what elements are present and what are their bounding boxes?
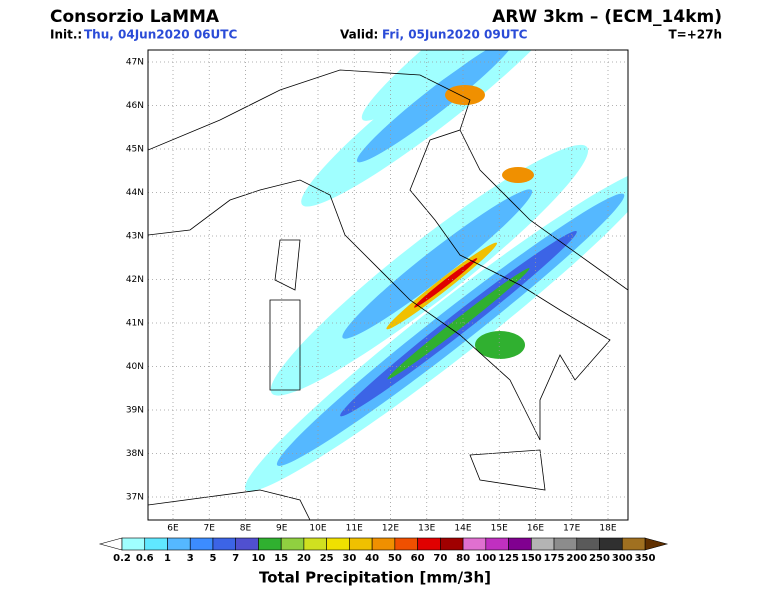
- lat-label: 45N: [126, 145, 144, 155]
- lead: T=+27h: [668, 28, 722, 42]
- lon-label: 12E: [382, 524, 399, 534]
- colorbar-box: [189, 537, 214, 551]
- model: ARW 3km – (ECM_14km): [492, 7, 722, 27]
- lat-label: 42N: [126, 275, 144, 285]
- colorbar-label: 5: [209, 553, 216, 564]
- lon-label: 17E: [563, 524, 580, 534]
- lat-label: 37N: [126, 493, 144, 503]
- colorbar-label: 80: [456, 553, 470, 564]
- colorbar-box: [621, 537, 646, 551]
- colorbar-box: [394, 537, 418, 551]
- colorbar-label: 15: [274, 553, 288, 564]
- coastline: [148, 69, 628, 520]
- lat-label: 44N: [126, 188, 144, 198]
- colorbar-label: 350: [635, 553, 656, 564]
- lon-label: 6E: [167, 524, 179, 534]
- init: Thu, 04Jun2020 06UTC: [84, 28, 237, 42]
- colorbar-label: 60: [411, 553, 425, 564]
- colorbar-label: 100: [475, 553, 496, 564]
- lon-label: 8E: [240, 524, 252, 534]
- lat-label: 46N: [126, 101, 144, 111]
- colorbar-box: [576, 537, 600, 551]
- init-label: Init.:: [50, 28, 82, 42]
- valid: Fri, 05Jun2020 09UTC: [382, 28, 528, 42]
- colorbar-box: [371, 537, 396, 551]
- colorbar-label: 150: [521, 553, 542, 564]
- precip: [244, 50, 628, 492]
- graticule: [148, 50, 628, 520]
- colorbar-box: [235, 537, 259, 551]
- colorbar-arrow: [98, 537, 123, 551]
- colorbar-label: 125: [498, 553, 519, 564]
- colorbar-box: [531, 537, 555, 551]
- lon-label: 18E: [599, 524, 616, 534]
- colorbar-label: 300: [612, 553, 633, 564]
- colorbar-box: [212, 537, 236, 551]
- colorbar-label: 20: [297, 553, 311, 564]
- lat-label: 38N: [126, 449, 144, 459]
- lon-label: 14E: [454, 524, 471, 534]
- map-frame: [147, 49, 629, 521]
- colorbar-label: 10: [251, 553, 265, 564]
- colorbar-label: 25: [320, 553, 334, 564]
- colorbar-box: [462, 537, 487, 551]
- colorbar-arrow: [644, 537, 669, 551]
- lon-label: 15E: [491, 524, 508, 534]
- lat-label: 43N: [126, 232, 144, 242]
- colorbar-box: [508, 537, 532, 551]
- colorbar-box: [553, 537, 578, 551]
- colorbar-label: 200: [566, 553, 587, 564]
- colorbar-label: 250: [589, 553, 610, 564]
- colorbar-title: Total Precipitation [mm/3h]: [259, 569, 491, 587]
- colorbar-box: [417, 537, 441, 551]
- colorbar-box: [258, 537, 282, 551]
- colorbar-box: [121, 537, 146, 551]
- lat-label: 41N: [126, 319, 144, 329]
- lon-label: 7E: [204, 524, 216, 534]
- lat-label: 47N: [126, 58, 144, 68]
- colorbar: 0.2 0.6 1 3 5 7 10 15 20 25 30 40 50 60 70 80 100 125 150 1…: [98, 537, 669, 564]
- lon-label: 13E: [418, 524, 435, 534]
- lon-label: 9E: [276, 524, 288, 534]
- lon-label: 16E: [527, 524, 544, 534]
- colorbar-box: [280, 537, 305, 551]
- colorbar-box: [167, 537, 191, 551]
- lon-label: 11E: [346, 524, 363, 534]
- colorbar-label: 1: [164, 553, 171, 564]
- valid-label: Valid:: [340, 28, 378, 42]
- colorbar-label: 30: [342, 553, 356, 564]
- colorbar-box: [440, 537, 464, 551]
- colorbar-box: [349, 537, 373, 551]
- colorbar-label: 0.6: [136, 553, 154, 564]
- colorbar-label: 175: [544, 553, 565, 564]
- colorbar-label: 0.2: [113, 553, 131, 564]
- colorbar-box: [599, 537, 623, 551]
- colorbar-box: [485, 537, 509, 551]
- title: Consorzio LaMMA: [50, 7, 220, 27]
- colorbar-label: 3: [187, 553, 194, 564]
- lon-label: 10E: [309, 524, 326, 534]
- colorbar-label: 50: [388, 553, 402, 564]
- colorbar-box: [144, 537, 168, 551]
- colorbar-box: [326, 537, 350, 551]
- lat-label: 39N: [126, 406, 144, 416]
- colorbar-label: 40: [365, 553, 379, 564]
- colorbar-label: 70: [433, 553, 447, 564]
- colorbar-label: 7: [232, 553, 239, 564]
- colorbar-box: [303, 537, 327, 551]
- lat-label: 40N: [126, 362, 144, 372]
